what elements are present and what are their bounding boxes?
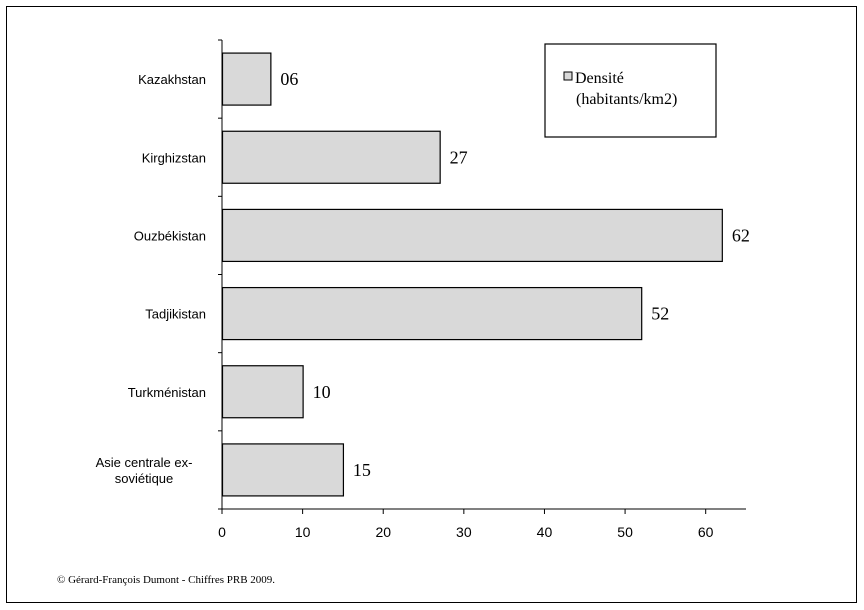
- category-label: Asie centrale ex-soviétique: [96, 455, 193, 486]
- source-footer: © Gérard-François Dumont - Chiffres PRB …: [57, 574, 276, 586]
- category-label-line: Asie centrale ex-: [96, 455, 193, 470]
- category-label: Tadjikistan: [145, 307, 206, 322]
- x-tick-label: 20: [375, 524, 391, 540]
- legend-label: (habitants/km2): [576, 91, 677, 108]
- data-label: 10: [313, 382, 331, 402]
- data-label: 06: [280, 69, 298, 89]
- x-tick-label: 50: [617, 524, 633, 540]
- x-tick-label: 60: [698, 524, 714, 540]
- legend-box: [544, 43, 717, 138]
- category-label: Turkménistan: [128, 385, 206, 400]
- category-label: Ouzbékistan: [134, 228, 206, 243]
- bar: [221, 443, 345, 497]
- bar: [221, 130, 441, 184]
- bar: [221, 365, 304, 419]
- bar: [221, 52, 272, 106]
- x-tick-label: 0: [218, 524, 226, 540]
- x-tick-label: 40: [537, 524, 553, 540]
- category-label: Kirghizstan: [142, 150, 206, 165]
- data-label: 15: [353, 460, 371, 480]
- bar: [221, 208, 723, 263]
- category-label-line: soviétique: [115, 471, 174, 486]
- legend-label: Densité: [575, 70, 624, 87]
- category-label: Kazakhstan: [138, 72, 206, 87]
- legend-swatch: [563, 71, 573, 81]
- x-tick-label: 10: [295, 524, 311, 540]
- x-tick-label: 30: [456, 524, 472, 540]
- data-label: 27: [450, 147, 468, 167]
- data-label: 62: [732, 225, 750, 245]
- bar: [221, 286, 643, 341]
- data-label: 52: [651, 304, 669, 324]
